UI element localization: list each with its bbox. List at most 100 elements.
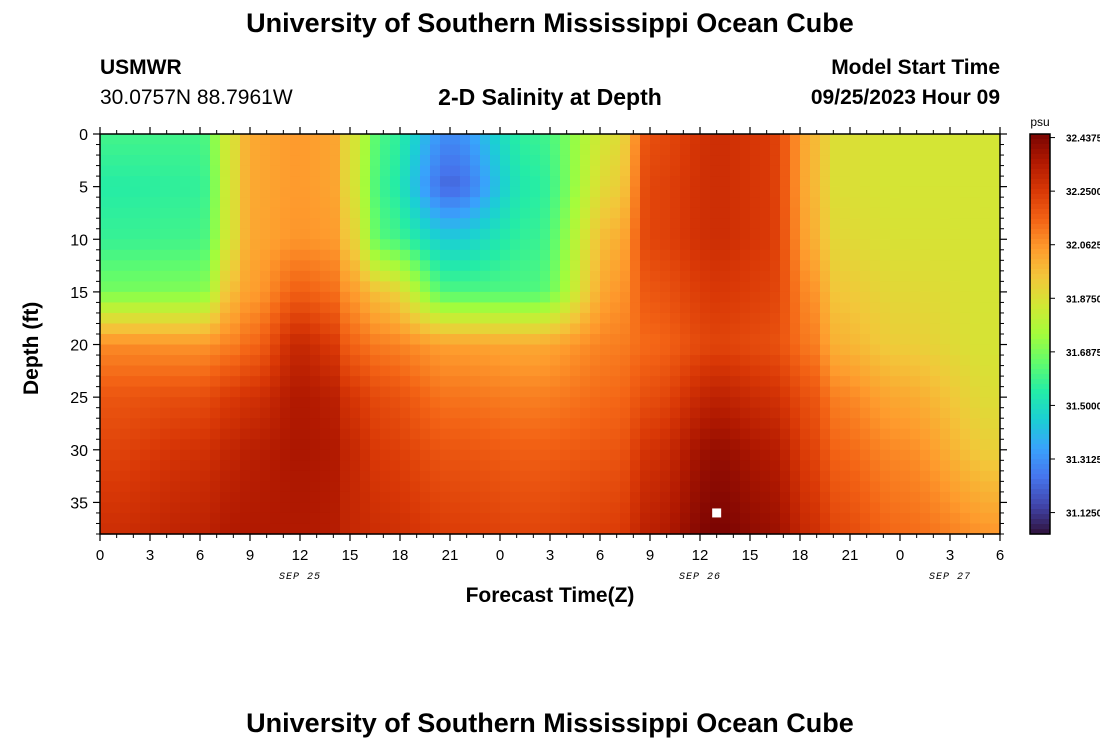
heatmap-cell — [980, 260, 991, 272]
heatmap-cell — [810, 228, 821, 240]
heatmap-cell — [190, 439, 201, 451]
heatmap-cell — [930, 291, 941, 304]
heatmap-cell — [620, 512, 631, 525]
heatmap-cell — [400, 155, 411, 167]
heatmap-cell — [270, 439, 281, 451]
heatmap-cell — [390, 218, 401, 230]
heatmap-cell — [680, 165, 691, 177]
heatmap-cell — [320, 144, 331, 156]
heatmap-cell — [760, 376, 771, 388]
heatmap-cell — [340, 334, 351, 346]
heatmap-cell — [840, 207, 851, 219]
heatmap-cell — [770, 323, 781, 335]
heatmap-cell — [190, 397, 201, 409]
heatmap-cell — [730, 470, 741, 482]
heatmap-cell — [930, 491, 941, 504]
heatmap-cell — [190, 270, 201, 282]
heatmap-cell — [140, 460, 151, 472]
heatmap-cell — [110, 134, 121, 146]
heatmap-cell — [960, 449, 971, 461]
heatmap-cell — [560, 334, 571, 346]
heatmap-cell — [470, 270, 481, 282]
heatmap-cell — [370, 397, 381, 409]
heatmap-cell — [750, 197, 761, 209]
heatmap-cell — [820, 334, 831, 346]
heatmap-cell — [720, 197, 731, 209]
heatmap-cell — [680, 344, 691, 356]
heatmap-cell — [400, 376, 411, 388]
heatmap-cell — [390, 470, 401, 482]
heatmap-cell — [480, 134, 491, 146]
heatmap-cell — [900, 397, 911, 409]
heatmap-cell — [900, 439, 911, 451]
heatmap-cell — [400, 291, 411, 304]
heatmap-cell — [570, 428, 581, 440]
heatmap-cell — [670, 481, 681, 493]
heatmap-cell — [170, 376, 181, 388]
heatmap-cell — [180, 270, 191, 282]
heatmap-cell — [190, 449, 201, 461]
heatmap-cell — [530, 481, 541, 493]
colorbar-tick-label: 31.1250 — [1066, 509, 1100, 520]
heatmap-cell — [740, 144, 751, 156]
heatmap-cell — [600, 365, 611, 377]
heatmap-cell — [810, 355, 821, 367]
heatmap-cell — [540, 260, 551, 272]
heatmap-cell — [930, 418, 941, 430]
heatmap-cell — [810, 376, 821, 388]
heatmap-cell — [300, 386, 311, 398]
heatmap-cell — [820, 470, 831, 482]
heatmap-cell — [910, 260, 921, 272]
heatmap-cell — [130, 155, 141, 167]
heatmap-cell — [610, 334, 621, 346]
heatmap-cell — [680, 460, 691, 472]
heatmap-cell — [230, 397, 241, 409]
heatmap-cell — [590, 491, 601, 504]
heatmap-cell — [890, 523, 901, 535]
heatmap-cell — [910, 165, 921, 177]
heatmap-cell — [660, 323, 671, 335]
heatmap-cell — [800, 144, 811, 156]
heatmap-cell — [330, 186, 341, 198]
heatmap-cell — [870, 439, 881, 451]
heatmap-cell — [940, 176, 951, 188]
heatmap-cell — [800, 291, 811, 304]
heatmap-cell — [600, 407, 611, 419]
colorbar-swatch — [1030, 469, 1050, 475]
heatmap-cell — [150, 239, 161, 251]
heatmap-cell — [170, 228, 181, 240]
heatmap-cell — [960, 228, 971, 240]
station-id: USMWR — [100, 56, 182, 79]
heatmap-cell — [310, 344, 321, 356]
heatmap-cell — [820, 312, 831, 325]
heatmap-cell — [480, 365, 491, 377]
heatmap-cell — [770, 165, 781, 177]
heatmap-cell — [640, 376, 651, 388]
heatmap-cell — [280, 376, 291, 388]
heatmap-cell — [790, 281, 801, 293]
heatmap-cell — [780, 407, 791, 419]
heatmap-cell — [990, 512, 1001, 525]
heatmap-cell — [940, 291, 951, 304]
heatmap-cell — [470, 428, 481, 440]
heatmap-cell — [350, 355, 361, 367]
heatmap-cell — [580, 344, 591, 356]
heatmap-cell — [250, 365, 261, 377]
heatmap-cell — [560, 470, 571, 482]
heatmap-cell — [490, 523, 501, 535]
heatmap-cell — [320, 428, 331, 440]
heatmap-cell — [850, 344, 861, 356]
heatmap-cell — [840, 302, 851, 314]
heatmap-cell — [830, 439, 841, 451]
heatmap-cell — [470, 249, 481, 261]
heatmap-cell — [860, 302, 871, 314]
heatmap-cell — [380, 386, 391, 398]
heatmap-cell — [130, 365, 141, 377]
heatmap-cell — [400, 502, 411, 514]
heatmap-cell — [990, 207, 1001, 219]
heatmap-cell — [830, 418, 841, 430]
heatmap-cell — [520, 460, 531, 472]
heatmap-cell — [360, 470, 371, 482]
heatmap-cell — [160, 428, 171, 440]
heatmap-cell — [330, 344, 341, 356]
